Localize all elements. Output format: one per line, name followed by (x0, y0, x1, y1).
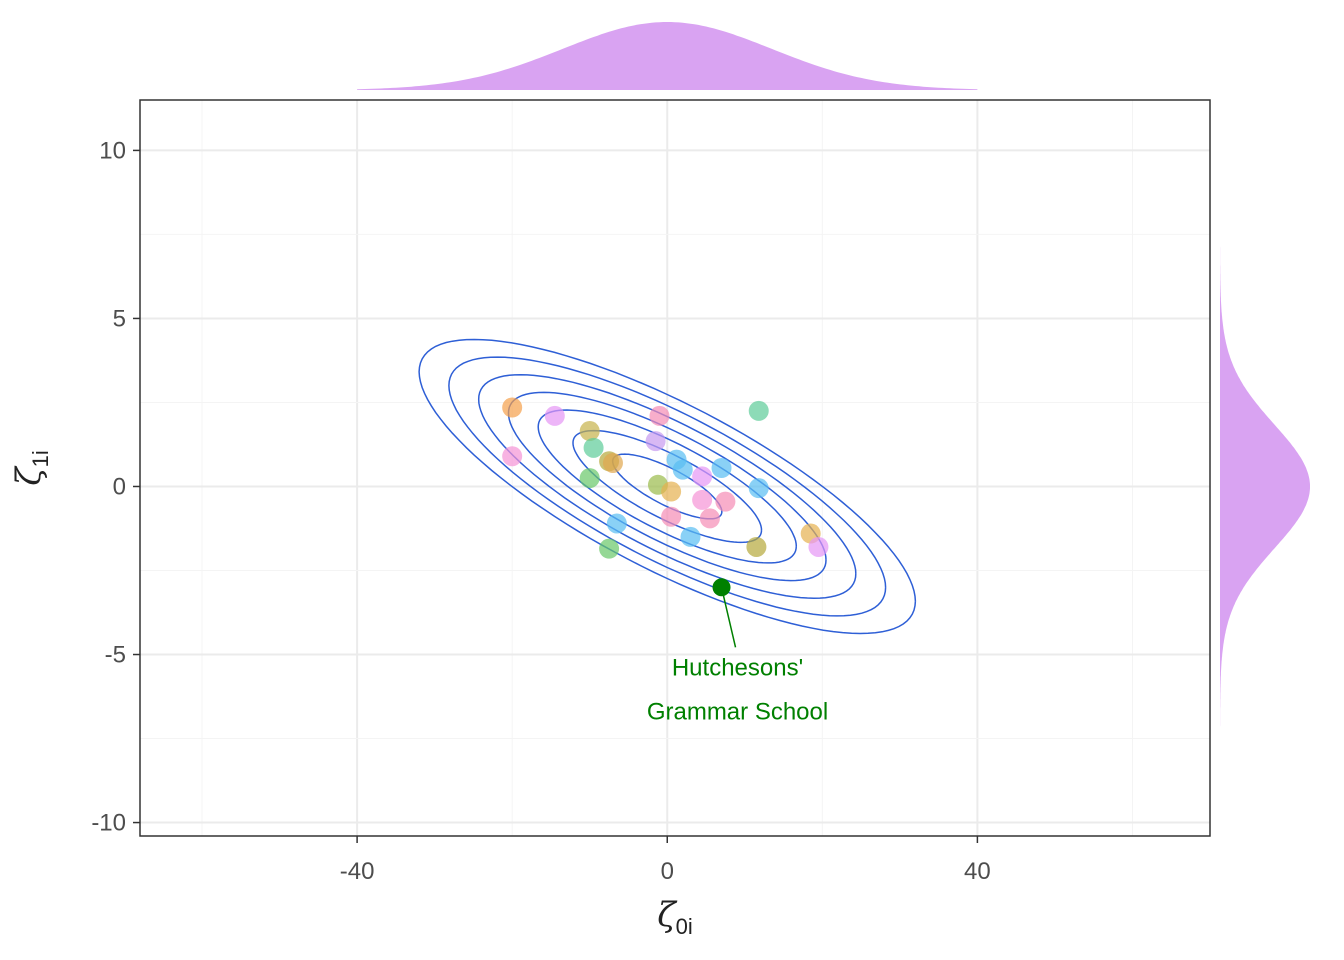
data-point (711, 458, 732, 478)
highlighted-school: Hutchesons' Grammar School (647, 578, 828, 725)
right-marginal-area (1220, 241, 1310, 732)
y-tick-label: -10 (91, 810, 126, 837)
density-contours (418, 338, 917, 635)
data-point (583, 437, 604, 458)
data-point (645, 431, 666, 452)
data-point (746, 536, 767, 557)
data-point (544, 405, 565, 426)
x-axis: -40 0 40 (340, 836, 991, 885)
x-axis-title-symbol: ζ (657, 895, 678, 935)
y-axis-title: ζ1i (9, 450, 53, 486)
contour-line (572, 429, 763, 544)
x-axis-title-subscript: 0i (676, 914, 693, 939)
y-tick-label: 10 (99, 137, 126, 164)
y-tick-label: -5 (105, 642, 126, 669)
data-point (692, 466, 713, 487)
right-marginal-density (1220, 241, 1310, 732)
top-marginal-area (357, 22, 978, 90)
data-point (680, 526, 701, 547)
x-axis-title: ζ0i (657, 895, 693, 939)
data-point (715, 491, 736, 512)
data-point (602, 452, 623, 473)
data-point (661, 481, 682, 502)
data-point (649, 405, 670, 426)
y-axis-title-symbol: ζ (9, 465, 49, 486)
data-point (748, 400, 769, 421)
y-tick-label: 0 (113, 473, 126, 500)
annotation-label-line-2: Grammar School (647, 698, 828, 725)
annotation-label-line-1: Hutchesons' (672, 654, 803, 681)
contour-line (448, 356, 887, 617)
x-tick-label: 40 (964, 858, 991, 885)
y-tick-label: 5 (113, 305, 126, 332)
x-tick-label: -40 (340, 858, 375, 885)
highlighted-point (712, 578, 731, 597)
data-point (808, 536, 829, 557)
x-tick-label: 0 (661, 858, 674, 885)
data-point (606, 513, 627, 534)
data-point (579, 421, 600, 442)
contour-line (418, 338, 917, 635)
annotation-leader-line (720, 587, 737, 648)
top-marginal-density (357, 22, 978, 90)
data-point (699, 508, 720, 529)
data-point (692, 489, 713, 510)
plot-panel-border (139, 99, 1211, 837)
data-point (748, 478, 769, 499)
scatter-points (502, 397, 829, 559)
contour-line (477, 373, 857, 599)
y-axis: -10 -5 0 5 10 (91, 137, 140, 837)
data-point (502, 397, 523, 418)
y-axis-title-subscript: 1i (28, 450, 53, 467)
contour-line (537, 409, 798, 564)
data-point (502, 446, 523, 467)
data-point (599, 538, 620, 559)
data-point (661, 506, 682, 527)
data-point (579, 468, 600, 489)
data-point (672, 459, 693, 480)
